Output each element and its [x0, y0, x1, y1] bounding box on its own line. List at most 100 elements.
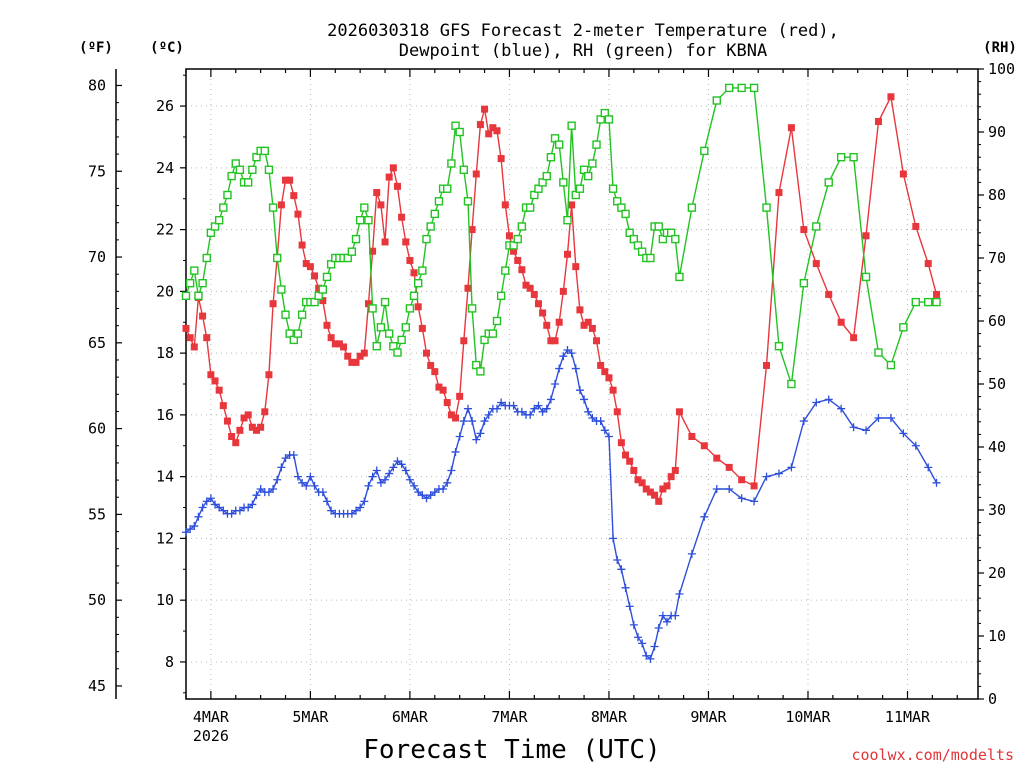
temperature-point [501, 201, 509, 209]
temperature-point [933, 290, 941, 298]
dewpoint-point [555, 364, 564, 373]
rh-point [584, 171, 593, 181]
rh-point [318, 285, 328, 294]
rh-tick-label: 60 [988, 312, 1006, 330]
rh-point [273, 253, 282, 263]
rh-point [836, 152, 846, 162]
fahrenheit-tick-label: 50 [88, 591, 106, 609]
celsius-tick-label: 8 [165, 653, 174, 671]
watermark: coolwx.com/modelts [851, 746, 1014, 764]
rh-point [185, 279, 195, 288]
dewpoint-point [774, 469, 783, 478]
rh-point [546, 152, 556, 162]
rh-point [849, 152, 858, 162]
dewpoint-point [443, 478, 452, 487]
dewpoint-point [911, 441, 920, 450]
dewpoint-point [575, 386, 584, 395]
x-tick-label: 4MAR [193, 708, 230, 726]
chart-title-line-1: 2026030318 GFS Forecast 2-meter Temperat… [327, 21, 839, 41]
dewpoint-point [509, 401, 518, 410]
temperature-point [622, 451, 630, 459]
temperature-point [232, 439, 240, 447]
temperature-point [277, 201, 285, 209]
temperature-point [563, 250, 571, 258]
dewpoint-point [352, 506, 361, 515]
temperature-point [638, 479, 646, 487]
temperature-point [763, 361, 771, 369]
temperature-point [626, 457, 634, 465]
temperature-point [418, 324, 426, 332]
rh-point [243, 178, 253, 187]
dewpoint-point [414, 488, 423, 497]
dewpoint-point [625, 602, 634, 611]
temperature-point [207, 371, 215, 379]
dewpoint-point [393, 457, 402, 466]
rh-point [293, 329, 303, 338]
temperature-point [505, 232, 513, 240]
rh-point [654, 222, 663, 231]
temperature-point [850, 334, 858, 342]
temperature-point [597, 361, 605, 369]
temperature-point [489, 124, 497, 132]
dewpoint-point [430, 488, 439, 497]
temperature-point [539, 309, 547, 317]
temperature-point [406, 256, 414, 264]
temperature-point [605, 374, 613, 382]
rh-point [463, 197, 473, 206]
rh-point [886, 360, 896, 370]
dewpoint-point [360, 497, 369, 506]
dewpoint-point [663, 617, 672, 626]
temperature-point [219, 402, 227, 410]
dewpoint-point [385, 469, 394, 478]
dewpoint-point [762, 472, 771, 481]
temperature-point [257, 423, 265, 431]
dewpoint-point [397, 460, 406, 469]
rh-point [447, 159, 456, 168]
temperature-point [414, 303, 422, 311]
rh-point [214, 215, 224, 225]
rh-tick-label: 70 [988, 249, 1006, 267]
rh-point [368, 304, 377, 313]
dewpoint-point [559, 352, 568, 361]
rh-point [812, 222, 821, 231]
rh-point [418, 266, 427, 275]
dewpoint-point [476, 429, 485, 438]
dewpoint-point [687, 549, 696, 558]
dewpoint-point [186, 525, 195, 534]
temperature-point [377, 201, 385, 209]
temperature-point [551, 337, 559, 345]
rh-point [459, 165, 469, 175]
dewpoint-point [273, 475, 282, 484]
rh-point [924, 297, 933, 307]
celsius-tick-label: 18 [156, 344, 174, 362]
dewpoint-point [638, 639, 647, 648]
dewpoint-point [932, 478, 941, 487]
temperature-point [609, 386, 617, 394]
dewpoint-point [617, 565, 626, 574]
dewpoint-point [422, 494, 431, 503]
dewpoint-point [924, 463, 933, 472]
temperature-point [265, 371, 273, 379]
rh-point [588, 159, 597, 168]
temperature-point [924, 260, 932, 268]
dewpoint-point [269, 485, 278, 493]
dewpoint-point [327, 506, 336, 515]
temperature-point [352, 358, 360, 366]
rh-point [235, 165, 245, 175]
rh-point [194, 291, 203, 300]
dewpoint-point [886, 413, 895, 422]
rh-point [467, 304, 477, 313]
temperature-point [331, 340, 339, 348]
rh-point [397, 335, 406, 345]
temperature-point [410, 269, 418, 277]
dewpoint-point [671, 611, 680, 620]
rh-point [422, 234, 431, 244]
rh-point [762, 203, 771, 212]
dewpoint-point [824, 395, 833, 404]
temperature-point [688, 433, 696, 440]
dewpoint-point [646, 654, 655, 663]
temperature-point [576, 306, 584, 314]
dewpoint-point [530, 404, 539, 413]
temperature-point [373, 189, 381, 197]
rh-point [671, 234, 680, 244]
